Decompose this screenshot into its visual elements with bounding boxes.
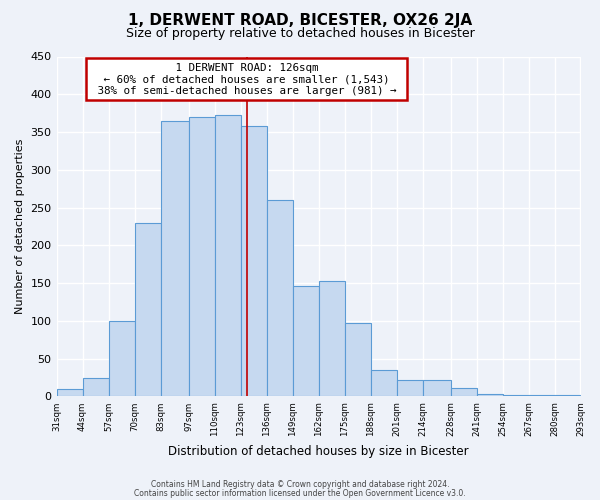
Bar	[371, 370, 397, 396]
Text: Size of property relative to detached houses in Bicester: Size of property relative to detached ho…	[125, 28, 475, 40]
Bar	[134, 222, 161, 396]
Bar	[319, 281, 344, 396]
Text: 1, DERWENT ROAD, BICESTER, OX26 2JA: 1, DERWENT ROAD, BICESTER, OX26 2JA	[128, 12, 472, 28]
Bar	[451, 388, 476, 396]
Bar	[503, 395, 529, 396]
Bar	[83, 378, 109, 396]
Bar	[293, 286, 319, 397]
Bar	[476, 394, 503, 396]
Bar	[161, 120, 188, 396]
X-axis label: Distribution of detached houses by size in Bicester: Distribution of detached houses by size …	[168, 444, 469, 458]
Bar	[188, 117, 215, 396]
Bar	[422, 380, 451, 396]
Bar	[554, 395, 580, 396]
Bar	[397, 380, 422, 396]
Bar	[56, 389, 83, 396]
Text: Contains HM Land Registry data © Crown copyright and database right 2024.: Contains HM Land Registry data © Crown c…	[151, 480, 449, 489]
Text: 1 DERWENT ROAD: 126sqm   
 ← 60% of detached houses are smaller (1,543) 
 38% of: 1 DERWENT ROAD: 126sqm ← 60% of detached…	[91, 62, 403, 96]
Bar	[241, 126, 266, 396]
Text: Contains public sector information licensed under the Open Government Licence v3: Contains public sector information licen…	[134, 488, 466, 498]
Bar	[109, 321, 134, 396]
Bar	[266, 200, 293, 396]
Bar	[215, 114, 241, 396]
Y-axis label: Number of detached properties: Number of detached properties	[15, 139, 25, 314]
Bar	[344, 323, 371, 396]
Bar	[529, 395, 554, 396]
